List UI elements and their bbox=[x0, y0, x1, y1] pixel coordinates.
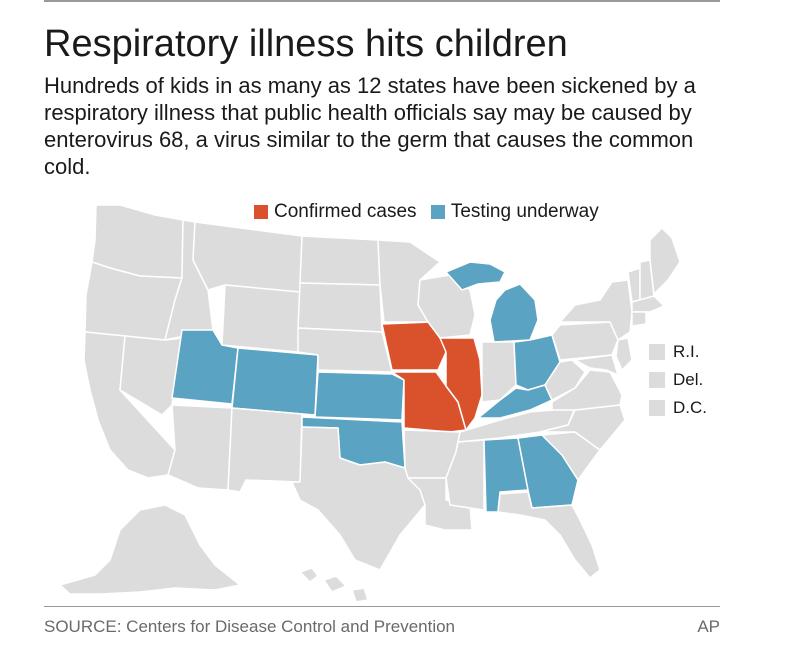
top-rule bbox=[44, 0, 720, 2]
subhead: Hundreds of kids in as many as 12 states… bbox=[44, 73, 696, 179]
state-massachusetts bbox=[631, 295, 665, 313]
credit: AP bbox=[697, 617, 720, 636]
state-virginia bbox=[551, 369, 623, 411]
small-state-label-del: Del. bbox=[673, 370, 704, 389]
state-new-jersey bbox=[615, 337, 633, 371]
state-arizona bbox=[167, 404, 233, 491]
state-kansas bbox=[314, 371, 405, 421]
state-hawaii bbox=[299, 567, 369, 603]
state-maine bbox=[649, 227, 681, 295]
small-state-label-dc: D.C. bbox=[673, 398, 707, 417]
state-new-mexico bbox=[227, 407, 303, 493]
legend-label-confirmed: Confirmed cases bbox=[274, 201, 417, 222]
small-state-swatch-dc bbox=[649, 400, 665, 416]
state-pennsylvania bbox=[551, 321, 619, 361]
small-state-label-ri: R.I. bbox=[673, 342, 700, 361]
state-north-carolina bbox=[539, 404, 626, 451]
state-nebraska bbox=[297, 327, 393, 373]
legend-label-testing: Testing underway bbox=[450, 201, 599, 222]
state-west-virginia bbox=[544, 359, 586, 401]
small-state-swatch-ri bbox=[649, 344, 665, 360]
small-state-item: R.I. bbox=[649, 338, 707, 366]
headline: Respiratory illness hits children bbox=[44, 23, 568, 65]
source-note: SOURCE: Centers for Disease Control and … bbox=[44, 617, 456, 636]
state-indiana bbox=[481, 341, 517, 403]
legend-item-testing: Testing underway bbox=[430, 201, 599, 223]
us-map bbox=[59, 204, 681, 603]
small-state-item: D.C. bbox=[649, 394, 707, 422]
state-illinois bbox=[439, 337, 483, 431]
legend: Confirmed cases Testing underway bbox=[254, 201, 608, 225]
state-connecticut bbox=[631, 311, 647, 327]
state-wyoming bbox=[221, 284, 301, 353]
state-louisiana bbox=[407, 477, 473, 531]
bottom-rule bbox=[44, 606, 720, 607]
small-state-swatch-del bbox=[649, 372, 665, 388]
state-texas bbox=[291, 426, 426, 571]
legend-item-confirmed: Confirmed cases bbox=[254, 201, 417, 223]
state-montana bbox=[192, 221, 303, 293]
state-michigan-upper bbox=[445, 261, 506, 291]
state-new-york bbox=[559, 279, 633, 341]
small-state-item: Del. bbox=[649, 366, 707, 394]
legend-swatch-confirmed bbox=[254, 205, 268, 219]
state-florida bbox=[497, 491, 601, 579]
state-michigan-lower bbox=[489, 283, 539, 343]
state-north-dakota bbox=[299, 235, 381, 286]
state-colorado bbox=[231, 347, 319, 416]
state-south-dakota bbox=[297, 282, 383, 333]
small-states-list: R.I. Del. D.C. bbox=[649, 338, 707, 422]
legend-swatch-testing bbox=[430, 205, 445, 219]
state-alaska bbox=[59, 504, 241, 595]
state-maryland bbox=[574, 354, 619, 376]
